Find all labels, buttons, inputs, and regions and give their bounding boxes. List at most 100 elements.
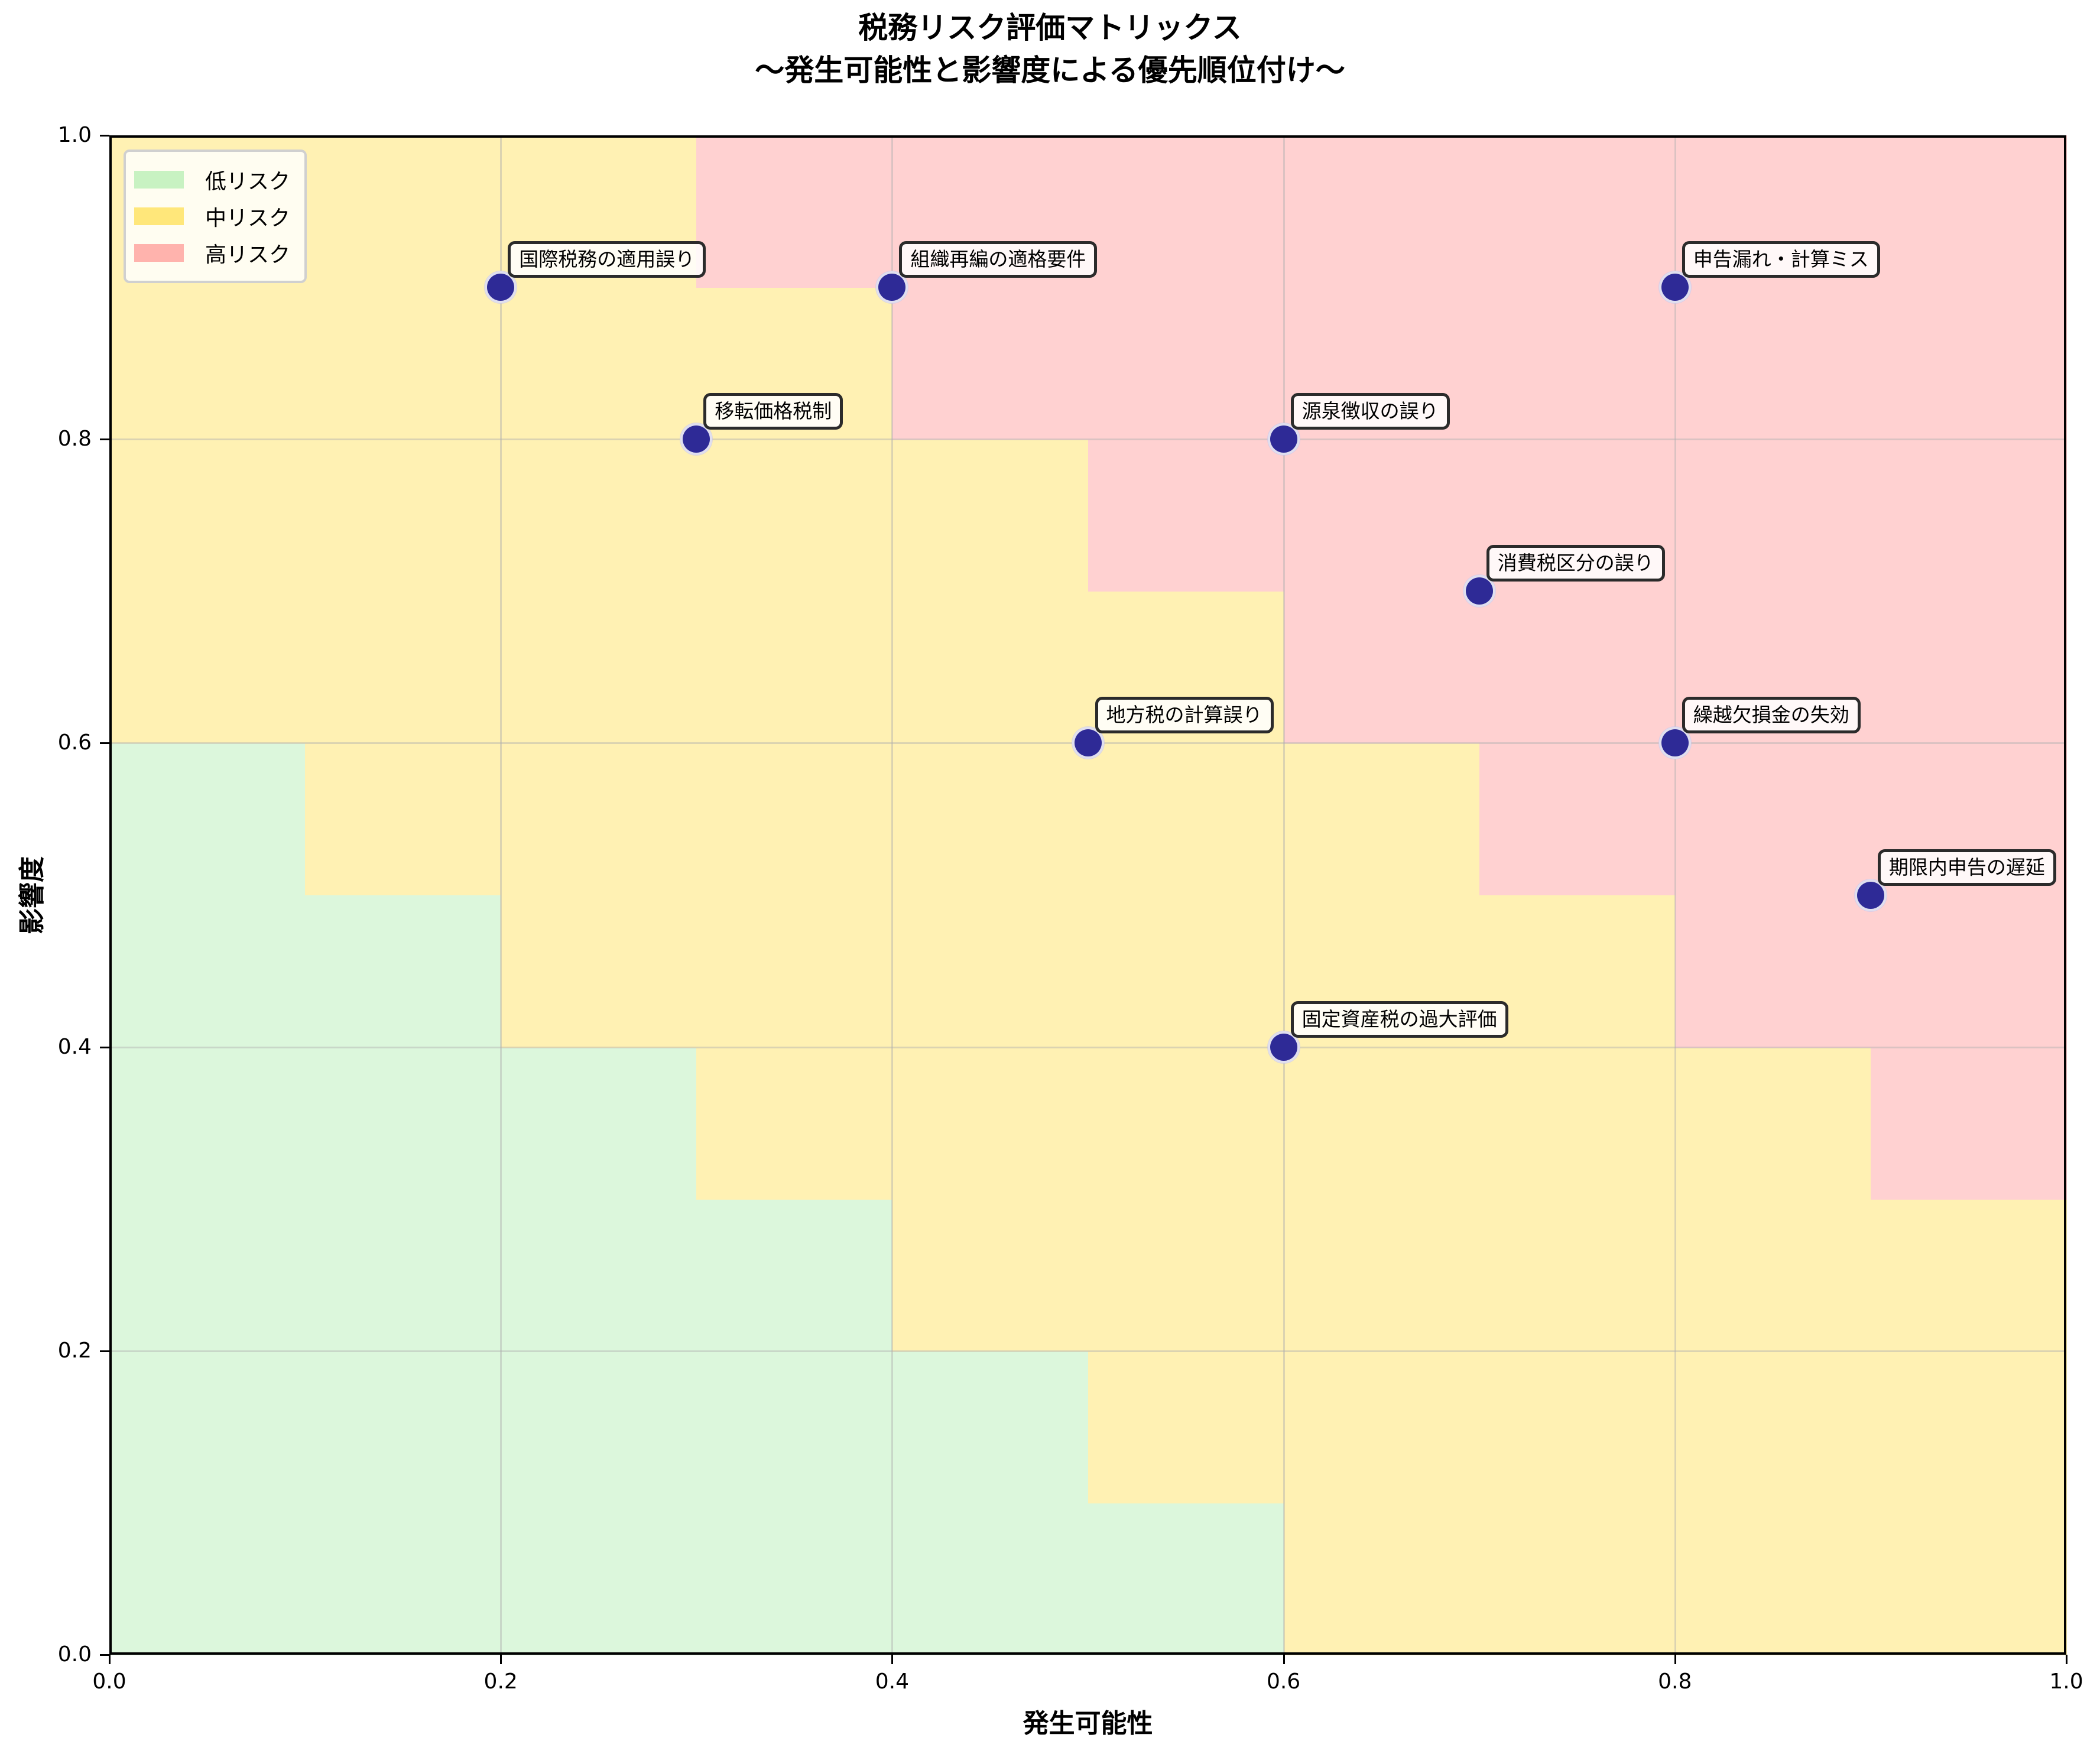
zone-low [501,1502,697,1655]
legend-label-low: 低リスク [205,170,291,194]
zone-medium [1870,1198,2067,1352]
zone-high [1870,287,2067,440]
data-point-marker[interactable] [1854,879,1887,911]
y-tick [100,135,109,137]
zone-high [1870,1047,2067,1200]
zone-low [696,1502,893,1655]
zone-high [1283,135,1480,288]
x-tick [891,1655,894,1664]
zone-medium [696,439,893,592]
legend-swatch-low [134,171,184,189]
zone-high [1870,591,2067,744]
zone-medium [1870,1350,2067,1503]
x-tick-label: 0.4 [875,1669,910,1694]
zone-high [1088,439,1284,592]
risk-zone-background [109,135,2067,1655]
x-tick [500,1655,502,1664]
y-tick-label: 0.4 [57,1034,92,1059]
grid-line-vertical [500,135,502,1655]
chart-subtitle: 〜発生可能性と影響度による優先順位付け〜 [755,53,1345,87]
zone-medium [892,895,1089,1048]
zone-medium [1088,1198,1284,1352]
zone-low [109,1350,306,1503]
zone-medium [305,287,502,440]
zone-medium [1479,895,1676,1048]
zone-high [1870,135,2067,288]
y-tick-label: 0.8 [57,427,92,452]
zone-low [109,743,306,896]
zone-high [1479,135,1676,288]
grid-line-horizontal [109,1046,2066,1048]
legend-swatch-medium [134,207,184,225]
x-tick-label: 1.0 [2049,1669,2083,1694]
zone-low [501,1047,697,1200]
y-tick-label: 0.6 [57,730,92,755]
grid-line-horizontal [109,1350,2066,1352]
zone-low [109,1502,306,1655]
zone-medium [501,895,697,1048]
zone-low [501,1198,697,1352]
zone-medium [696,591,893,744]
zone-low [305,1350,502,1503]
y-tick [100,1654,109,1656]
zone-high [696,135,893,288]
zone-low [696,1198,893,1352]
zone-low [305,1198,502,1352]
zone-low [305,1502,502,1655]
zone-medium [1088,1047,1284,1200]
data-point-label: 消費税区分の誤り [1486,545,1665,582]
zone-medium [892,591,1089,744]
zone-low [109,895,306,1048]
zone-medium [109,439,306,592]
y-tick [100,1350,109,1352]
x-tick [1283,1655,1285,1664]
zone-high [1674,287,1871,440]
zone-medium [892,743,1089,896]
plot-area: 申告漏れ・計算ミス 源泉徴収の誤り 消費税区分の誤り 移転価格税制 国際税務の適用誤り固… [109,135,2067,1655]
data-point-marker[interactable] [1072,727,1104,759]
zone-medium [1674,1198,1871,1352]
grid-line-vertical [891,135,894,1655]
zone-medium [1674,1350,1871,1503]
data-point-label: 期限内申告の遅延 [1877,849,2056,886]
zone-medium [305,135,502,288]
data-point-marker[interactable] [876,271,908,304]
zone-medium [305,743,502,896]
zone-medium [696,1047,893,1200]
zone-medium [305,591,502,744]
zone-high [1088,135,1284,288]
x-tick-label: 0.2 [483,1669,518,1694]
grid-line-vertical [1283,135,1285,1655]
legend-item-medium: 中リスク [134,198,290,235]
zone-low [501,1350,697,1503]
legend-swatch-high [134,244,184,262]
zone-medium [1283,1047,1480,1200]
zone-medium [1088,743,1284,896]
zone-high [1674,743,1871,896]
zone-high [1674,895,1871,1048]
zone-medium [109,591,306,744]
zone-medium [696,743,893,896]
zone-medium [1674,1502,1871,1655]
legend-item-high: 高リスク [134,235,290,271]
data-point-label: 源泉徴収の誤り [1290,393,1450,430]
x-tick-label: 0.0 [92,1669,126,1694]
legend-label-high: 高リスク [205,243,291,267]
grid-line-vertical [1674,135,1676,1655]
legend-label-medium: 中リスク [205,206,291,230]
zone-medium [1870,1502,2067,1655]
zone-medium [501,287,697,440]
zone-medium [892,439,1089,592]
zone-low [305,895,502,1048]
zone-low [109,1198,306,1352]
zone-medium [1479,1198,1676,1352]
zone-medium [1088,1350,1284,1503]
data-point-label: 国際税務の適用誤り [508,241,706,278]
zone-high [1479,591,1676,744]
zone-low [109,1047,306,1200]
zone-medium [1283,1502,1480,1655]
zone-medium [1283,1198,1480,1352]
zone-medium [1479,1350,1676,1503]
zone-medium [892,1047,1089,1200]
data-point-label: 繰越欠損金の失効 [1682,697,1861,734]
